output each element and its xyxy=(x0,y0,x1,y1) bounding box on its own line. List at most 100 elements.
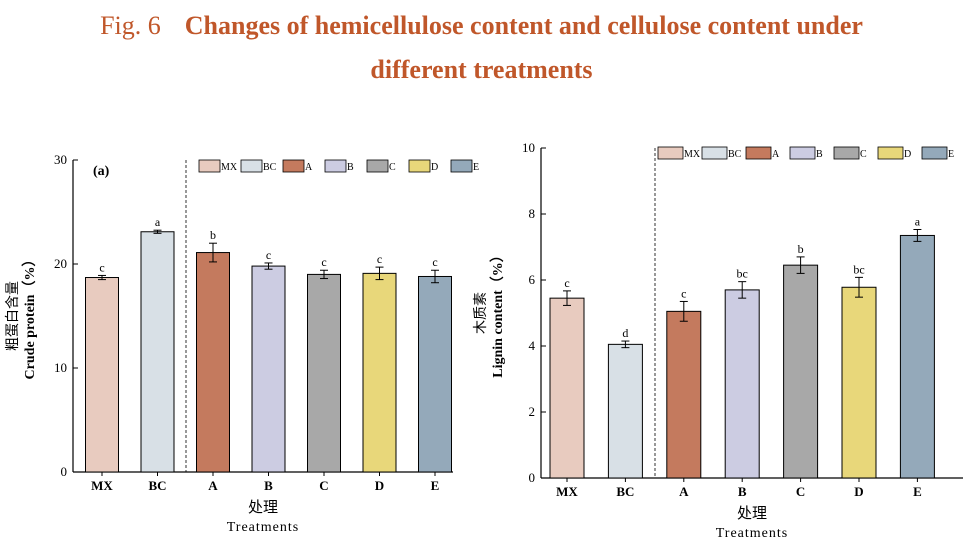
significance-label-BC: d xyxy=(622,326,628,340)
legend-label-BC: BC xyxy=(263,162,277,173)
figure-label: Fig. 6 xyxy=(100,11,161,40)
x-tick-label-MX: MX xyxy=(556,484,578,499)
legend-label-MX: MX xyxy=(221,162,238,173)
legend-swatch-E xyxy=(921,146,948,160)
x-tick-label-E: E xyxy=(913,484,922,499)
figure-title: Fig. 6 Changes of hemicellulose content a… xyxy=(0,4,963,92)
significance-label-E: c xyxy=(432,255,437,269)
legend-swatch-D xyxy=(408,159,431,173)
legend-label-A: A xyxy=(772,149,780,160)
legend-swatch-C xyxy=(366,159,389,173)
legend-label-C: C xyxy=(860,149,867,160)
significance-label-D: c xyxy=(377,252,382,266)
bar-B xyxy=(251,265,286,473)
x-axis-title-cn: 处理 xyxy=(737,505,767,522)
x-tick-label-E: E xyxy=(431,478,440,493)
y-tick-label: 10 xyxy=(54,360,67,375)
y-axis-title: 粗蛋白含量 Crude protein（%） xyxy=(5,253,38,380)
legend-swatch-BC xyxy=(701,146,728,160)
significance-label-A: c xyxy=(681,286,686,300)
legend-swatch-A xyxy=(745,146,772,160)
legend-label-D: D xyxy=(904,149,911,160)
bar-E xyxy=(899,234,935,479)
y-tick-label: 0 xyxy=(529,470,536,485)
bar-E xyxy=(418,275,452,473)
bar-MX xyxy=(549,297,585,479)
y-tick-label: 6 xyxy=(529,272,536,287)
x-tick-label-C: C xyxy=(319,478,328,493)
x-tick-label-A: A xyxy=(208,478,218,493)
figure-title-line1: Changes of hemicellulose content and cel… xyxy=(184,11,863,40)
x-axis-title-en: Treatments xyxy=(227,520,299,535)
legend-swatch-E xyxy=(450,159,473,173)
x-tick-label-B: B xyxy=(738,484,747,499)
legend-label-B: B xyxy=(816,149,823,160)
x-axis-title-en: Treatments xyxy=(716,526,788,541)
x-tick-label-BC: BC xyxy=(148,478,166,493)
significance-label-MX: c xyxy=(564,276,569,290)
figure-title-line2: different treatments xyxy=(370,55,593,84)
x-tick-label-D: D xyxy=(854,484,863,499)
legend-swatch-MX xyxy=(657,146,684,160)
x-tick-label-C: C xyxy=(796,484,805,499)
y-tick-label: 20 xyxy=(54,256,67,271)
bar-D xyxy=(841,286,877,479)
legend-swatch-B xyxy=(324,159,347,173)
significance-label-C: b xyxy=(798,242,804,256)
significance-label-E: a xyxy=(915,215,921,229)
bar-MX xyxy=(85,277,119,473)
y-tick-label: 2 xyxy=(529,404,536,419)
y-tick-label: 8 xyxy=(529,206,536,221)
significance-label-A: b xyxy=(210,228,216,242)
bar-BC xyxy=(140,231,175,473)
legend-swatch-C xyxy=(833,146,860,160)
legend-label-BC: BC xyxy=(728,149,742,160)
legend-swatch-D xyxy=(877,146,904,160)
bar-A xyxy=(666,310,702,479)
y-tick-label: 10 xyxy=(522,140,535,155)
x-tick-label-B: B xyxy=(264,478,273,493)
panel-label: (a) xyxy=(93,164,110,179)
x-tick-label-D: D xyxy=(375,478,384,493)
y-tick-label: 0 xyxy=(61,464,68,479)
y-axis-title: 木质素 Lignin content（%） xyxy=(473,248,506,378)
y-axis-title-en: Lignin content（%） xyxy=(490,248,506,378)
y-tick-label: 30 xyxy=(54,152,67,167)
bar-C xyxy=(307,273,341,473)
bar-D xyxy=(362,272,397,473)
legend-label-C: C xyxy=(389,162,396,173)
bar-B xyxy=(724,289,760,479)
legend: MX BC A B C D E xyxy=(657,146,954,160)
legend-swatch-A xyxy=(282,159,305,173)
bar-C xyxy=(783,264,819,479)
significance-label-BC: a xyxy=(155,215,161,229)
significance-label-C: c xyxy=(321,255,326,269)
significance-label-B: c xyxy=(266,248,271,262)
y-tick-label: 4 xyxy=(529,338,536,353)
y-axis-title-cn: 粗蛋白含量 xyxy=(5,281,21,351)
significance-label-D: bc xyxy=(853,262,864,276)
legend-label-MX: MX xyxy=(684,149,701,160)
y-axis-title-cn: 木质素 xyxy=(473,292,489,334)
legend-label-A: A xyxy=(305,162,313,173)
x-tick-label-A: A xyxy=(679,484,689,499)
x-tick-label-BC: BC xyxy=(616,484,634,499)
legend-label-B: B xyxy=(347,162,354,173)
significance-label-MX: c xyxy=(99,260,104,274)
legend: MX BC A B C D E xyxy=(198,159,479,173)
legend-label-E: E xyxy=(948,149,954,160)
bar-BC xyxy=(607,343,643,479)
x-tick-label-MX: MX xyxy=(91,478,113,493)
legend-swatch-B xyxy=(789,146,816,160)
significance-label-B: bc xyxy=(737,267,748,281)
legend-swatch-MX xyxy=(198,159,221,173)
y-axis-title-en: Crude protein（%） xyxy=(22,253,38,380)
bar-A xyxy=(196,252,230,473)
legend-label-D: D xyxy=(431,162,438,173)
x-axis-title-cn: 处理 xyxy=(248,499,278,516)
legend-label-E: E xyxy=(473,162,479,173)
legend-swatch-BC xyxy=(240,159,263,173)
